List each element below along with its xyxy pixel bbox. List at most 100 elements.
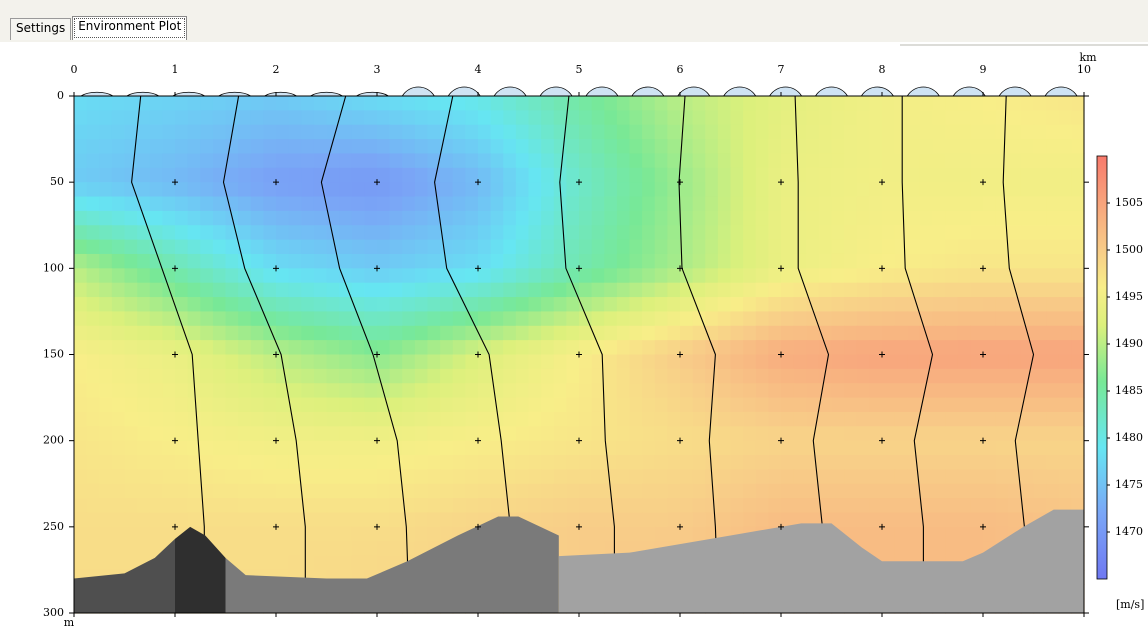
field-cell bbox=[919, 225, 934, 241]
field-cell bbox=[351, 182, 365, 198]
field-cell bbox=[225, 311, 239, 327]
field-cell bbox=[705, 182, 719, 198]
field-cell bbox=[604, 368, 618, 384]
field-cell bbox=[225, 541, 239, 557]
field-cell bbox=[642, 96, 656, 111]
field-cell bbox=[326, 110, 340, 126]
field-cell bbox=[781, 512, 795, 528]
field-cell bbox=[465, 368, 479, 384]
field-cell bbox=[667, 167, 681, 183]
field-cell bbox=[654, 225, 668, 241]
field-cell bbox=[1046, 167, 1060, 183]
field-cell bbox=[579, 311, 593, 327]
field-cell bbox=[983, 196, 997, 212]
field-cell bbox=[313, 124, 328, 140]
field-cell bbox=[604, 397, 618, 413]
field-cell bbox=[1020, 455, 1035, 470]
field-cell bbox=[250, 110, 264, 126]
field-cell bbox=[149, 167, 163, 183]
node-marker bbox=[273, 437, 279, 444]
field-cell bbox=[212, 96, 227, 111]
field-cell bbox=[377, 526, 391, 542]
field-cell bbox=[389, 110, 403, 126]
field-cell bbox=[478, 268, 492, 284]
field-cell bbox=[528, 167, 542, 183]
field-cell bbox=[553, 297, 567, 313]
field-cell bbox=[250, 225, 264, 241]
field-cell bbox=[250, 210, 264, 226]
field-cell bbox=[389, 397, 403, 413]
field-cell bbox=[755, 225, 769, 241]
field-cell bbox=[882, 210, 896, 226]
field-cell bbox=[503, 196, 517, 212]
field-cell bbox=[339, 512, 353, 528]
field-cell bbox=[162, 383, 176, 399]
field-cell bbox=[995, 354, 1009, 370]
field-cell bbox=[907, 210, 921, 226]
field-cell bbox=[629, 153, 643, 169]
field-cell bbox=[478, 483, 492, 499]
field-cell bbox=[427, 124, 441, 140]
field-cell bbox=[440, 196, 454, 212]
field-cell bbox=[377, 253, 391, 269]
field-cell bbox=[288, 512, 302, 528]
field-cell bbox=[604, 455, 618, 470]
field-cell bbox=[1008, 368, 1022, 384]
field-cell bbox=[541, 96, 555, 111]
field-cell bbox=[755, 210, 769, 226]
field-cell bbox=[503, 426, 517, 442]
node-marker bbox=[677, 437, 683, 444]
node-marker bbox=[677, 179, 683, 186]
field-cell bbox=[566, 153, 580, 169]
field-cell bbox=[99, 512, 113, 528]
field-cell bbox=[983, 311, 997, 327]
field-cell bbox=[541, 196, 555, 212]
field-cell bbox=[970, 196, 984, 212]
field-cell bbox=[1046, 153, 1060, 169]
field-cell bbox=[919, 110, 934, 126]
field-cell bbox=[907, 512, 921, 528]
field-cell bbox=[604, 253, 618, 269]
field-cell bbox=[377, 426, 391, 442]
field-cell bbox=[339, 153, 353, 169]
field-cell bbox=[1071, 110, 1085, 126]
field-cell bbox=[86, 368, 100, 384]
field-cell bbox=[844, 512, 858, 528]
field-cell bbox=[1008, 397, 1022, 413]
field-cell bbox=[250, 325, 264, 341]
field-cell bbox=[503, 340, 517, 356]
colorbar-tick-label: 1475 bbox=[1115, 478, 1143, 491]
field-cell bbox=[288, 368, 302, 384]
field-cell bbox=[1033, 139, 1047, 155]
field-cell bbox=[124, 526, 138, 542]
field-cell bbox=[175, 268, 189, 284]
field-cell bbox=[667, 210, 681, 226]
field-cell bbox=[427, 153, 441, 169]
field-cell bbox=[806, 325, 820, 341]
field-cell bbox=[983, 253, 997, 269]
field-cell bbox=[680, 354, 694, 370]
field-cell bbox=[326, 512, 340, 528]
field-cell bbox=[364, 498, 378, 514]
field-cell bbox=[591, 483, 605, 499]
field-cell bbox=[465, 139, 479, 155]
field-cell bbox=[276, 397, 290, 413]
field-cell bbox=[869, 124, 883, 140]
field-cell bbox=[667, 498, 681, 514]
field-cell bbox=[629, 483, 643, 499]
field-cell bbox=[440, 311, 454, 327]
field-cell bbox=[730, 268, 744, 284]
field-cell bbox=[616, 110, 631, 126]
field-cell bbox=[629, 182, 643, 198]
field-cell bbox=[629, 512, 643, 528]
field-cell bbox=[894, 225, 908, 241]
field-cell bbox=[162, 440, 176, 456]
tab[interactable]: Environment Plot bbox=[72, 16, 188, 40]
field-cell bbox=[351, 440, 365, 456]
node-marker bbox=[879, 179, 885, 186]
tab[interactable]: Settings bbox=[10, 18, 72, 40]
field-cell bbox=[907, 196, 921, 212]
field-cell bbox=[86, 268, 100, 284]
colorbar-tick-label: 1490 bbox=[1115, 337, 1143, 350]
field-cell bbox=[541, 411, 555, 427]
